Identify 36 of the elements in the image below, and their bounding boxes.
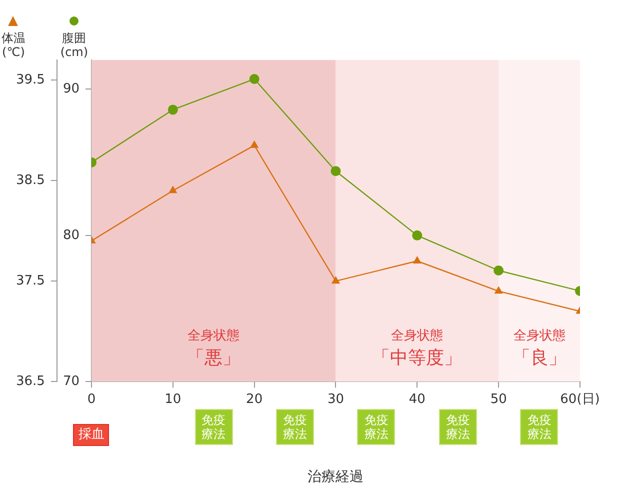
y2-tick-label: 70: [62, 374, 80, 389]
x-axis-title: 治療経過: [308, 469, 364, 486]
point: [250, 140, 259, 148]
text: 免疫療法: [276, 408, 314, 445]
band-label: 全身状態「良」: [512, 328, 566, 369]
y-tick-label: 36.5: [16, 374, 45, 389]
point: [412, 230, 422, 240]
y2-tick-label: 80: [62, 228, 80, 243]
point: [168, 186, 178, 194]
y-tick-label: 37.5: [16, 273, 45, 288]
text: 免疫療法: [520, 408, 558, 445]
y-tick-label: 39.5: [16, 72, 45, 88]
y2-axis-title: 腹囲 (cm): [60, 31, 88, 59]
y-axis-title: 体温 (℃): [1, 31, 26, 59]
point: [330, 166, 341, 176]
point: [168, 104, 178, 115]
point: [331, 276, 340, 284]
text: 免疫療法: [194, 408, 233, 445]
point: [249, 74, 260, 84]
text: 免疫療法: [357, 408, 396, 445]
y2-tick-label: 90: [62, 82, 80, 97]
x-tick-label: 60(日): [560, 392, 600, 407]
x-tick-label: 50: [490, 392, 507, 407]
point: [412, 256, 422, 264]
text: 採血: [73, 424, 110, 446]
y-tick-label: 38.5: [16, 172, 45, 188]
band-label: 全身状態「悪」: [186, 328, 241, 369]
text: 免疫療法: [438, 408, 477, 445]
x-tick-label: 40: [408, 392, 426, 407]
band-label: 全身状態「中等度」: [372, 328, 462, 369]
x-tick-label: 10: [164, 392, 182, 407]
point: [494, 266, 504, 276]
point: [494, 286, 503, 294]
x-tick-label: 0: [87, 392, 96, 407]
x-tick-label: 30: [327, 392, 344, 407]
x-tick-label: 20: [246, 392, 263, 407]
